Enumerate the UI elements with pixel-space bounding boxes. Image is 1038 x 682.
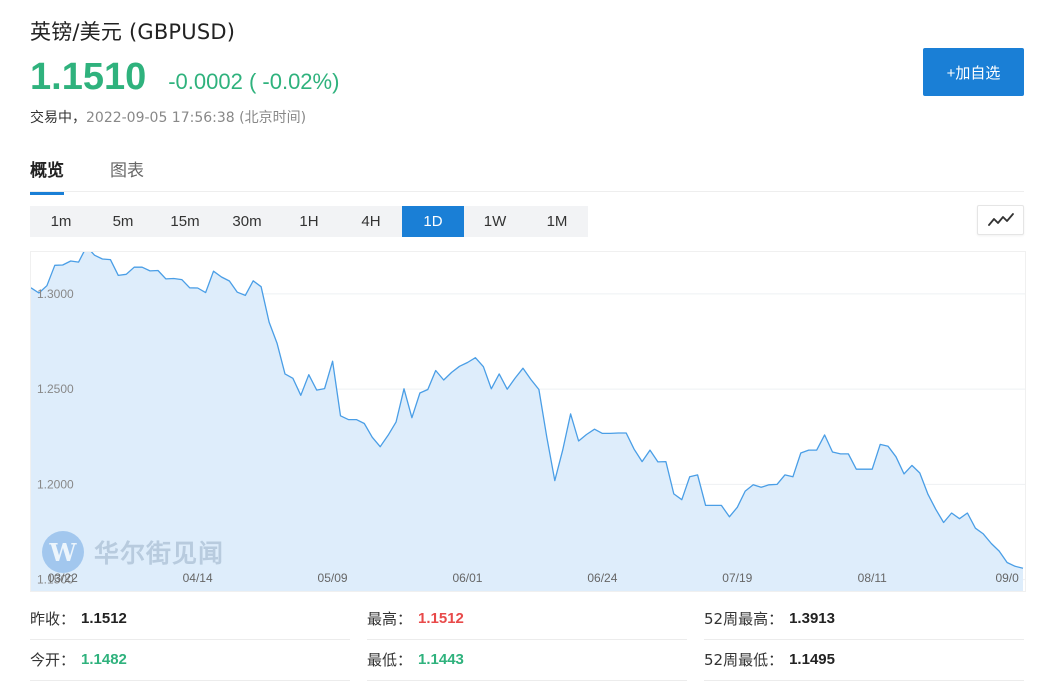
period-30m[interactable]: 30m bbox=[216, 206, 278, 237]
stat-label: 52周最低： bbox=[704, 651, 784, 669]
price-chart[interactable]: 1.3000 1.2500 1.2000 1.1500 03/22 04/14 05/09 0… bbox=[30, 251, 1026, 592]
current-price: 1.1510 bbox=[30, 56, 147, 98]
tab-chart[interactable]: 图表 bbox=[110, 161, 144, 181]
stat-label: 最高： bbox=[367, 610, 413, 628]
y-tick-label: 1.3000 bbox=[37, 287, 74, 301]
price-line bbox=[31, 252, 1024, 569]
trading-status: 交易中，2022-09-05 17:56:38 (北京时间) bbox=[30, 107, 306, 127]
stat-high: 最高： 1.1512 bbox=[367, 598, 687, 640]
price-change: -0.0002 ( -0.02%) bbox=[168, 69, 340, 94]
period-1m[interactable]: 1m bbox=[30, 206, 92, 237]
y-tick-label: 1.1500 bbox=[37, 573, 74, 587]
x-tick-label: 09/0 bbox=[995, 571, 1019, 585]
period-1h[interactable]: 1H bbox=[278, 206, 340, 237]
x-tick-label: 06/01 bbox=[452, 571, 482, 585]
watermark-text: 华尔街见闻 bbox=[94, 539, 225, 568]
stat-value: 1.1495 bbox=[789, 651, 835, 668]
period-4h[interactable]: 4H bbox=[340, 206, 402, 237]
watermark-logo-icon: W bbox=[42, 531, 84, 573]
stat-open: 今开： 1.1482 bbox=[30, 639, 350, 681]
line-chart-icon bbox=[987, 213, 1014, 226]
period-1d[interactable]: 1D bbox=[402, 206, 464, 237]
stat-label: 52周最高： bbox=[704, 610, 784, 628]
stat-label: 昨收： bbox=[30, 610, 76, 628]
stat-value: 1.1512 bbox=[81, 610, 127, 627]
add-watchlist-button[interactable]: +加自选 bbox=[923, 48, 1024, 96]
x-tick-label: 04/14 bbox=[183, 571, 213, 585]
chart-type-button[interactable] bbox=[977, 205, 1024, 235]
status-text: 交易中， bbox=[30, 110, 86, 126]
price-row: 1.1510 -0.0002 ( -0.02%) bbox=[30, 56, 339, 99]
price-area bbox=[31, 252, 1023, 591]
view-tabs: 概览 图表 bbox=[30, 146, 1024, 195]
timestamp: 2022-09-05 17:56:38 (北京时间) bbox=[86, 110, 307, 126]
y-tick-label: 1.2500 bbox=[37, 382, 74, 396]
stat-label: 今开： bbox=[30, 651, 76, 669]
stat-value: 1.1443 bbox=[418, 651, 464, 668]
x-tick-label: 06/24 bbox=[587, 571, 617, 585]
x-tick-label: 07/19 bbox=[722, 571, 752, 585]
period-selector: 1m 5m 15m 30m 1H 4H 1D 1W 1M bbox=[30, 206, 588, 237]
x-tick-label: 03/22 bbox=[48, 571, 78, 585]
period-1mo[interactable]: 1M bbox=[526, 206, 588, 237]
stat-52w-high: 52周最高： 1.3913 bbox=[704, 598, 1024, 640]
stat-low: 最低： 1.1443 bbox=[367, 639, 687, 681]
period-5m[interactable]: 5m bbox=[92, 206, 154, 237]
stat-value: 1.3913 bbox=[789, 610, 835, 627]
x-tick-label: 08/11 bbox=[858, 571, 887, 585]
y-tick-label: 1.2000 bbox=[37, 477, 74, 491]
instrument-title: 英镑/美元 (GBPUSD) bbox=[30, 20, 236, 44]
stat-value: 1.1482 bbox=[81, 651, 127, 668]
x-tick-label: 05/09 bbox=[318, 571, 348, 585]
period-1w[interactable]: 1W bbox=[464, 206, 526, 237]
stat-value: 1.1512 bbox=[418, 610, 464, 627]
stat-52w-low: 52周最低： 1.1495 bbox=[704, 639, 1024, 681]
stat-prev-close: 昨收： 1.1512 bbox=[30, 598, 350, 640]
period-15m[interactable]: 15m bbox=[154, 206, 216, 237]
stat-label: 最低： bbox=[367, 651, 413, 669]
watermark: W 华尔街见闻 bbox=[42, 531, 224, 573]
tab-overview[interactable]: 概览 bbox=[30, 156, 64, 195]
